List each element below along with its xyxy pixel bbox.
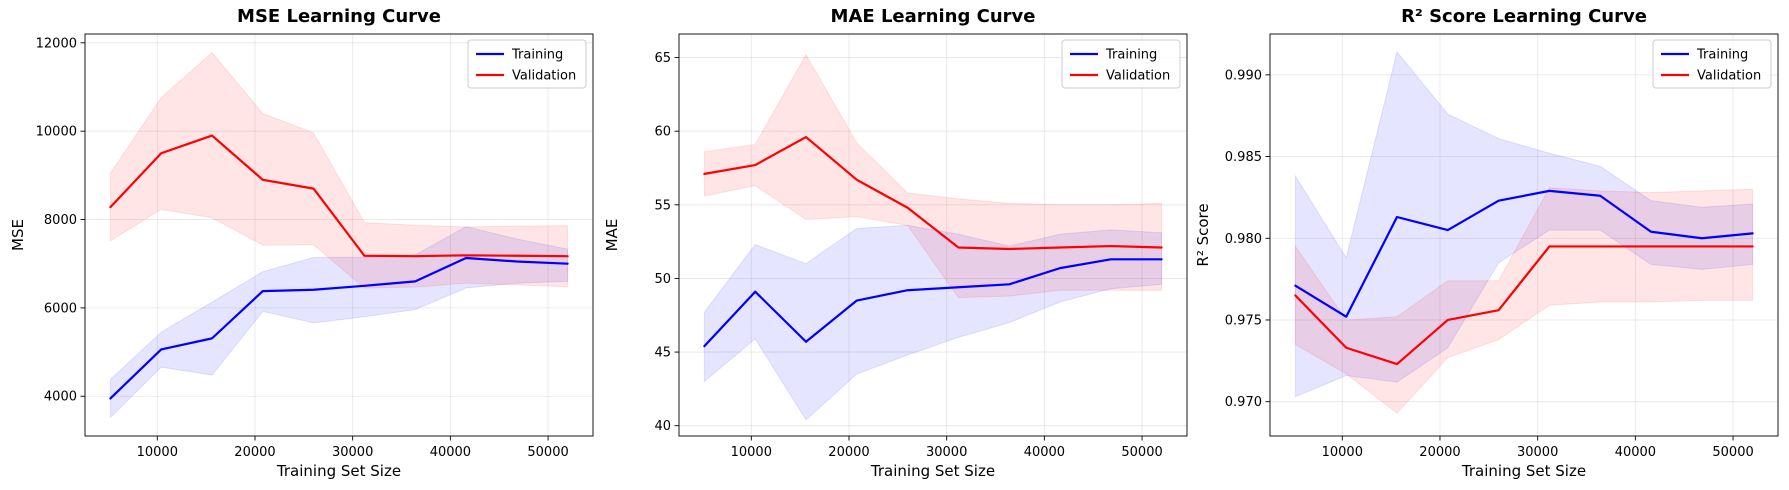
y-axis-label: R² Score [1194,203,1212,266]
axes-frame [678,33,1188,437]
y-axis-label: MAE [603,219,621,252]
axes-frame [1269,33,1779,437]
y-tick-label: 0.970 [1225,395,1262,410]
y-tick-label: 45 [654,346,671,361]
x-tick-label: 10000 [137,445,178,460]
legend-label-validation: Validation [512,69,576,84]
legend-label-training: Training [511,48,563,63]
legend-label-validation: Validation [1106,69,1170,84]
chart-title: MSE Learning Curve [237,6,441,27]
x-tick-label: 50000 [1712,445,1753,460]
x-tick-label: 50000 [1121,445,1162,460]
y-tick-label: 65 [654,51,671,66]
x-tick-label: 20000 [234,445,275,460]
chart-title: MAE Learning Curve [831,6,1036,27]
y-tick-label: 12000 [36,36,77,51]
x-tick-label: 50000 [527,445,568,460]
y-tick-label: 0.990 [1225,68,1262,83]
y-tick-label: 4000 [44,390,77,405]
x-axis-label: Training Set Size [276,462,401,480]
series-line-training [109,256,569,400]
chart-panel-2: 10000 20000 30000 40000 50000 40 45 50 55 60 65 MAE… [603,6,1188,480]
y-tick-label: 0.975 [1225,313,1262,328]
y-tick-label: 8000 [44,213,77,228]
series-line-validation [109,134,569,258]
legend: Training Validation [1061,39,1181,89]
x-tick-label: 40000 [1615,445,1656,460]
y-tick-label: 60 [654,125,671,140]
y-tick-label: 6000 [44,301,77,316]
x-tick-label: 40000 [430,445,471,460]
confidence-band-training [703,224,1163,421]
legend: Training Validation [1652,39,1772,89]
confidence-band-validation [109,51,569,289]
confidence-band-validation [1294,187,1754,414]
chart-panel-3: 10000 20000 30000 40000 50000 0.970 0.975 0.980… [1194,6,1779,480]
x-tick-label: 10000 [731,445,772,460]
x-axis-label: Training Set Size [1461,462,1586,480]
y-tick-label: 10000 [36,125,77,140]
y-tick-label: 0.985 [1225,150,1262,165]
y-tick-label: 40 [654,419,671,434]
x-tick-label: 30000 [926,445,967,460]
x-tick-label: 20000 [828,445,869,460]
legend-label-validation: Validation [1697,69,1761,84]
series-line-training [1294,189,1754,318]
y-tick-label: 50 [654,272,671,287]
y-axis-label: MSE [9,219,27,251]
x-tick-label: 10000 [1322,445,1363,460]
series-line-validation [703,135,1163,251]
chart-panel-1: 10000 20000 30000 40000 50000 4000 6000 8000 100… [9,6,594,480]
x-axis-label: Training Set Size [870,462,995,480]
confidence-band-training [109,226,569,419]
x-tick-label: 40000 [1024,445,1065,460]
x-tick-label: 30000 [332,445,373,460]
series-line-validation [1294,245,1754,366]
series-line-training [703,258,1163,348]
legend: Training Validation [467,39,587,89]
y-tick-label: 0.980 [1225,232,1262,247]
axes-frame [84,33,594,437]
chart-title: R² Score Learning Curve [1401,6,1647,27]
legend-label-training: Training [1105,48,1157,63]
confidence-band-validation [703,53,1163,299]
y-tick-label: 55 [654,198,671,213]
x-tick-label: 20000 [1419,445,1460,460]
x-tick-label: 30000 [1517,445,1558,460]
confidence-band-training [1294,50,1754,398]
legend-label-training: Training [1696,48,1748,63]
